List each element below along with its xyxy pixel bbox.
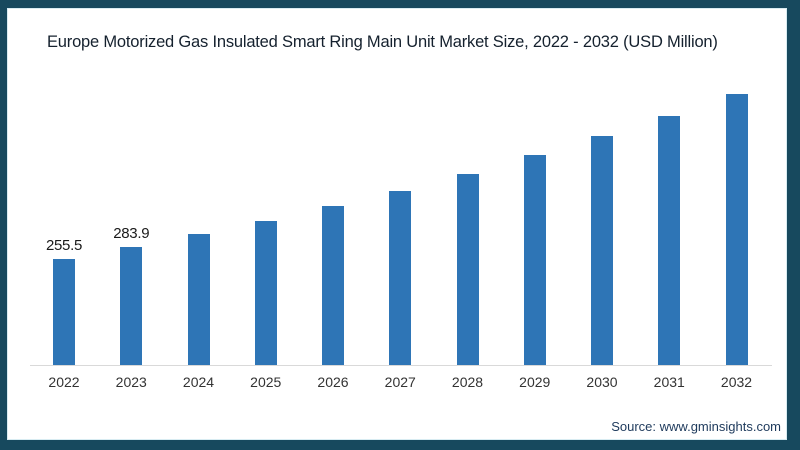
bar-2032: [725, 94, 748, 365]
bar-2025: [254, 221, 277, 365]
x-axis-line: [30, 365, 772, 366]
bar-value-label-2023: 283.9: [113, 225, 150, 242]
bar-2029: [523, 155, 546, 365]
chart-title: Europe Motorized Gas Insulated Smart Rin…: [47, 33, 718, 51]
x-tick-2032: 2032: [720, 374, 753, 390]
bar-2028: [456, 174, 479, 365]
x-tick-2027: 2027: [384, 374, 416, 390]
x-tick-2023: 2023: [115, 374, 147, 390]
bar-2022: [53, 259, 75, 365]
bar-2027: [389, 191, 412, 365]
x-tick-2025: 2025: [250, 374, 282, 390]
x-tick-2024: 2024: [182, 374, 215, 390]
source-attribution: Source: www.gminsights.com: [611, 419, 781, 434]
x-tick-2029: 2029: [519, 374, 551, 390]
bar-2026: [322, 206, 344, 365]
bar-2023: [120, 247, 143, 365]
x-tick-2026: 2026: [317, 374, 349, 390]
x-tick-2031: 2031: [653, 374, 685, 390]
x-tick-2022: 2022: [48, 374, 80, 390]
bar-2031: [658, 116, 681, 365]
x-tick-2028: 2028: [451, 374, 484, 390]
bar-2024: [187, 234, 210, 365]
x-tick-2030: 2030: [586, 374, 618, 390]
bar-2030: [591, 136, 613, 365]
bar-value-label-2022: 255.5: [45, 237, 83, 254]
